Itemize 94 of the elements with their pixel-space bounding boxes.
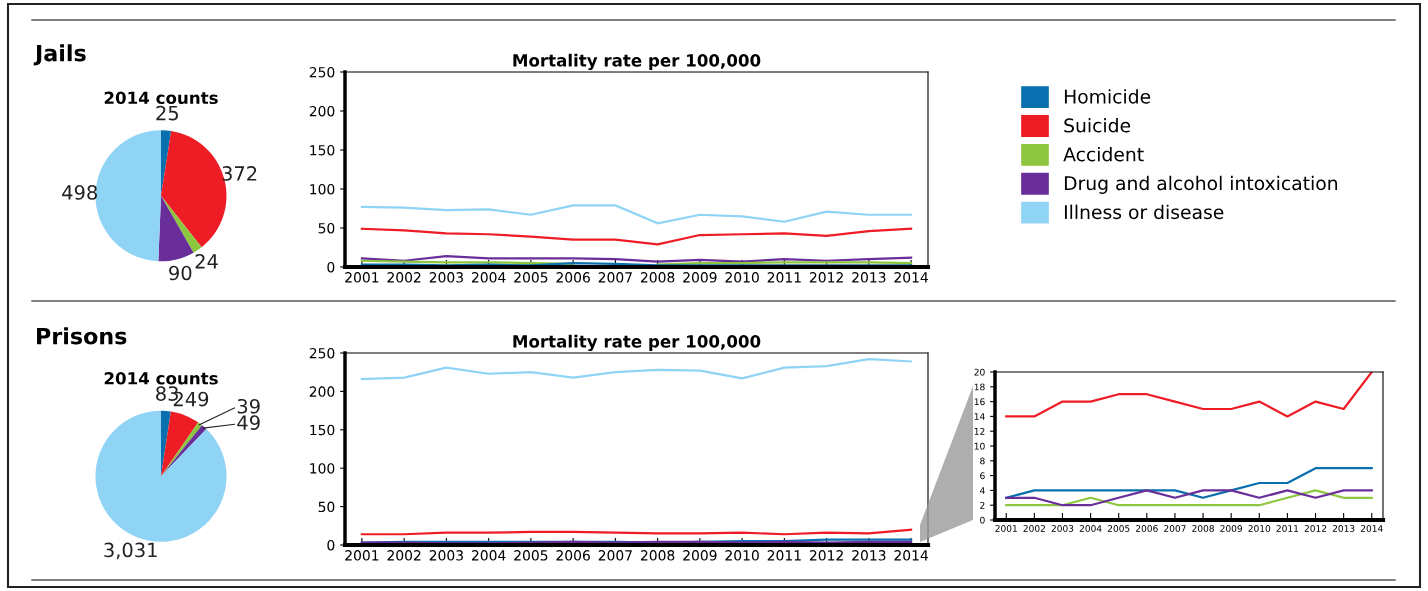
data-label: 39 — [237, 398, 260, 414]
x-tick-label: 2014 — [894, 272, 928, 283]
x-tick-label: 2001 — [345, 272, 379, 283]
x-tick-label: 2013 — [852, 272, 886, 283]
data-label: 90 — [169, 265, 192, 281]
chart-title: 2014 counts — [104, 91, 218, 105]
x-tick-label: 2014 — [894, 550, 928, 561]
y-tick-label: 200 — [309, 386, 335, 397]
text: Jails — [33, 44, 86, 66]
x-tick-label: 2009 — [683, 550, 717, 561]
y-tick-label: 250 — [309, 347, 335, 359]
x-tick-label: 2008 — [640, 550, 675, 561]
x-tick-label: 2011 — [1276, 525, 1299, 532]
y-tick-label: 50 — [318, 501, 335, 513]
pie-slice — [95, 130, 161, 262]
line-series — [360, 227, 913, 246]
x-tick-label: 2005 — [514, 550, 548, 561]
pie-slice — [161, 411, 199, 477]
x-tick-label: 2009 — [683, 272, 717, 283]
data-label: 49 — [237, 415, 260, 430]
x-tick-label: 2004 — [1079, 525, 1102, 532]
x-tick-label: 2012 — [809, 550, 843, 561]
x-tick-label: 2007 — [1164, 525, 1186, 532]
x-tick-label: 2005 — [1107, 525, 1130, 532]
x-tick-label: 2004 — [471, 272, 506, 283]
x-tick-label: 2006 — [1136, 525, 1158, 532]
x-tick-label: 2002 — [387, 550, 421, 561]
y-tick-label: 14 — [974, 413, 985, 420]
x-tick-label: 2005 — [514, 272, 548, 283]
x-tick-label: 2003 — [429, 272, 463, 283]
x-tick-label: 2010 — [725, 550, 759, 561]
x-tick-label: 2006 — [556, 272, 590, 283]
y-tick-label: 250 — [309, 66, 335, 78]
x-tick-label: 2004 — [471, 550, 506, 561]
text: Prisons — [37, 327, 127, 345]
x-tick-label: 2008 — [1192, 525, 1214, 532]
x-tick-label: 2002 — [387, 272, 421, 283]
y-tick-label: 6 — [980, 472, 985, 480]
y-tick-label: 18 — [974, 383, 985, 391]
data-label: 498 — [62, 185, 97, 200]
y-tick-label: 10 — [974, 442, 985, 450]
y-tick-label: 0 — [327, 261, 335, 273]
x-tick-label: 2012 — [1304, 525, 1327, 532]
x-tick-label: 2010 — [1248, 525, 1271, 532]
x-tick-label: 2001 — [995, 525, 1017, 532]
x-tick-label: 2007 — [598, 272, 632, 283]
y-tick-label: 50 — [318, 222, 335, 234]
x-tick-label: 2012 — [809, 272, 843, 283]
legend-label: Illness or disease — [1064, 204, 1224, 220]
x-tick-label: 2013 — [1332, 525, 1355, 532]
chart-title: Mortality rate per 100,000 — [513, 334, 761, 352]
x-tick-label: 2002 — [1023, 525, 1045, 532]
data-label: 25 — [156, 105, 178, 121]
legend-label: Drug and alcohol intoxication — [1064, 175, 1338, 194]
chart-title: 2014 counts — [104, 371, 218, 385]
y-tick-label: 200 — [309, 105, 335, 117]
y-tick-label: 12 — [974, 427, 985, 435]
line-series — [360, 358, 913, 381]
y-tick-label: 0 — [980, 516, 985, 524]
y-tick-label: 150 — [310, 144, 335, 156]
x-tick-label: 2001 — [345, 550, 379, 561]
x-tick-label: 2013 — [852, 550, 886, 561]
pie-slice — [95, 410, 227, 542]
x-tick-label: 2006 — [556, 550, 590, 561]
y-tick-label: 0 — [327, 539, 335, 551]
x-tick-label: 2010 — [725, 272, 759, 283]
pie-slice — [158, 195, 194, 262]
y-tick-label: 16 — [974, 398, 985, 406]
data-label: 3,031 — [104, 542, 157, 560]
x-tick-label: 2003 — [429, 550, 463, 561]
x-tick-label: 2008 — [640, 272, 675, 283]
x-tick-label: 2007 — [598, 550, 632, 561]
data-label: 372 — [222, 166, 257, 181]
y-tick-label: 100 — [310, 463, 335, 474]
x-tick-label: 2003 — [1051, 525, 1074, 532]
y-tick-label: 2 — [980, 501, 985, 509]
y-tick-label: 4 — [979, 487, 985, 494]
y-tick-label: 20 — [974, 368, 985, 376]
x-tick-label: 2009 — [1220, 525, 1243, 532]
x-tick-label: 2011 — [767, 272, 801, 283]
y-tick-label: 8 — [980, 457, 985, 465]
data-label: 24 — [195, 254, 218, 269]
chart-title: Mortality rate per 100,000 — [513, 53, 761, 71]
line-series — [1005, 372, 1373, 418]
legend-label: Accident — [1063, 146, 1144, 162]
y-tick-label: 150 — [310, 424, 335, 436]
y-tick-label: 100 — [310, 183, 335, 195]
pie-slice — [161, 195, 202, 253]
legend-label: Homicide — [1064, 89, 1151, 104]
x-tick-label: 2011 — [767, 550, 801, 561]
legend-label: Suicide — [1064, 118, 1131, 133]
x-tick-label: 2014 — [1360, 525, 1383, 532]
line-series — [1005, 467, 1373, 499]
line-series — [360, 204, 913, 225]
